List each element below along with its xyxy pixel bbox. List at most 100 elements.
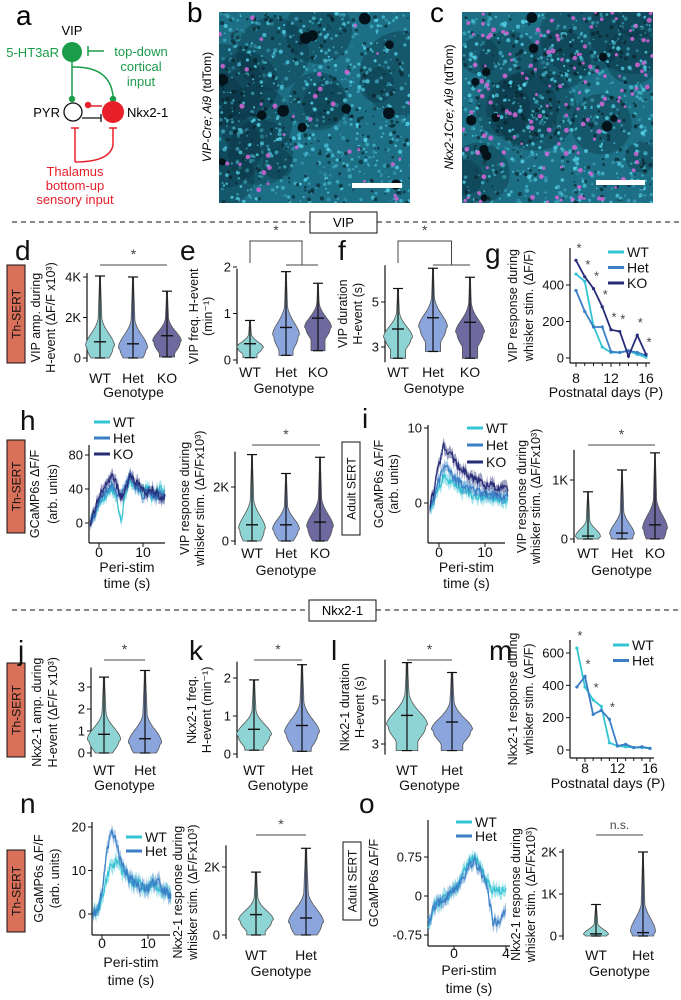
cell-dot (275, 127, 278, 130)
significance-marker: * (249, 222, 318, 266)
cell-dot (607, 97, 610, 100)
cell-dot (292, 112, 295, 115)
tdtom-cell-dot (588, 171, 594, 176)
cell-dot (262, 33, 267, 38)
cell-body-shadow (557, 135, 560, 138)
cell-body-shadow (228, 114, 234, 120)
cell-dot (341, 135, 346, 141)
cell-dot (340, 92, 342, 94)
cell-body-shadow (323, 109, 327, 113)
tdtom-cell-dot (641, 61, 646, 66)
cell-body-shadow (599, 137, 602, 140)
cell-dot (499, 67, 503, 70)
cell-dot (518, 86, 522, 91)
cell-dot (278, 166, 282, 170)
cell-body-shadow (571, 149, 575, 153)
cell-body-shadow (494, 170, 499, 175)
cell-dot (394, 35, 396, 37)
tdtom-cell-dot (570, 197, 575, 202)
legend-item-het: Het (94, 430, 135, 446)
cell-dot (383, 94, 385, 96)
y-tick-label: 1 (224, 306, 231, 321)
cell-dot (499, 115, 504, 120)
cell-body-shadow (615, 98, 619, 101)
cell-dot (635, 95, 639, 99)
cell-dot (558, 106, 561, 109)
cell-dot (349, 118, 353, 121)
cell-body-shadow (495, 129, 500, 133)
cell-dot (522, 146, 525, 148)
tdtom-cell-dot (312, 93, 318, 99)
significance-bracket (249, 240, 318, 266)
tdtom-cell-dot (535, 27, 541, 33)
cell-dot (283, 137, 285, 139)
cell-dot (256, 144, 259, 147)
cell-body-shadow (404, 138, 409, 143)
cell-dot (495, 146, 500, 150)
legend-label: KO (486, 454, 506, 470)
cell-body-shadow (231, 58, 236, 63)
significance-label: * (620, 312, 625, 327)
dark-region (219, 109, 262, 189)
cell-dot (235, 160, 239, 165)
x-axis-label: Genotype (103, 384, 164, 400)
cell-body-shadow (228, 175, 233, 180)
cell-body-shadow (598, 34, 602, 39)
cell-dot (472, 127, 476, 131)
cell-body-shadow (643, 169, 648, 174)
cell-body-shadow (519, 155, 523, 158)
cell-body-shadow (589, 106, 592, 109)
cell-dot (648, 117, 651, 121)
cell-body-shadow (384, 24, 388, 28)
cell-dot (503, 59, 508, 64)
cell-body-shadow (346, 139, 350, 143)
cell-dot (337, 12, 343, 17)
cell-dot (348, 183, 351, 186)
cell-body-shadow (463, 132, 467, 137)
cell-dot (238, 166, 242, 170)
cell-dot (489, 17, 493, 21)
cell-body-shadow (352, 189, 355, 192)
cell-dot (268, 116, 270, 118)
cell-body-shadow (618, 28, 622, 32)
cell-dot (276, 114, 280, 119)
cell-dot (258, 174, 262, 178)
cell-dot (519, 172, 522, 176)
cell-dot (550, 78, 554, 82)
cell-body-shadow (614, 157, 619, 162)
x-tick-label: 10 (477, 544, 493, 560)
cell-body-shadow (326, 13, 330, 17)
cell-dot (344, 50, 349, 54)
cell-dot (384, 18, 389, 22)
cell-body-shadow (377, 65, 382, 70)
cell-body-shadow (595, 65, 600, 70)
cell-dot (542, 33, 547, 38)
cell-dot (591, 65, 596, 70)
cell-dot (260, 59, 265, 64)
condition-badge (6, 264, 26, 364)
cell-dot (239, 185, 243, 188)
cell-body-shadow (256, 168, 261, 173)
cell-body-shadow (477, 34, 480, 37)
data-point (574, 288, 578, 293)
cell-dot (363, 158, 368, 163)
cell-body-shadow (251, 139, 253, 142)
cell-dot (495, 103, 499, 106)
cell-body-shadow (329, 75, 333, 79)
cell-dot (313, 82, 317, 87)
cell-dot (641, 99, 645, 103)
cell-body-shadow (317, 139, 320, 143)
cell-dot (611, 76, 613, 78)
tdtom-cell-dot (564, 113, 569, 118)
cell-dot (583, 166, 587, 169)
cell-dot (277, 26, 281, 30)
cell-dot (592, 38, 595, 41)
cell-dot (564, 72, 569, 77)
tdtom-cell-dot (501, 29, 506, 34)
cell-body-shadow (517, 51, 522, 56)
data-point (574, 258, 578, 262)
cell-dot (259, 183, 262, 187)
cortical-label: cortical (120, 59, 161, 74)
cell-dot (575, 19, 578, 22)
cell-dot (583, 34, 587, 38)
